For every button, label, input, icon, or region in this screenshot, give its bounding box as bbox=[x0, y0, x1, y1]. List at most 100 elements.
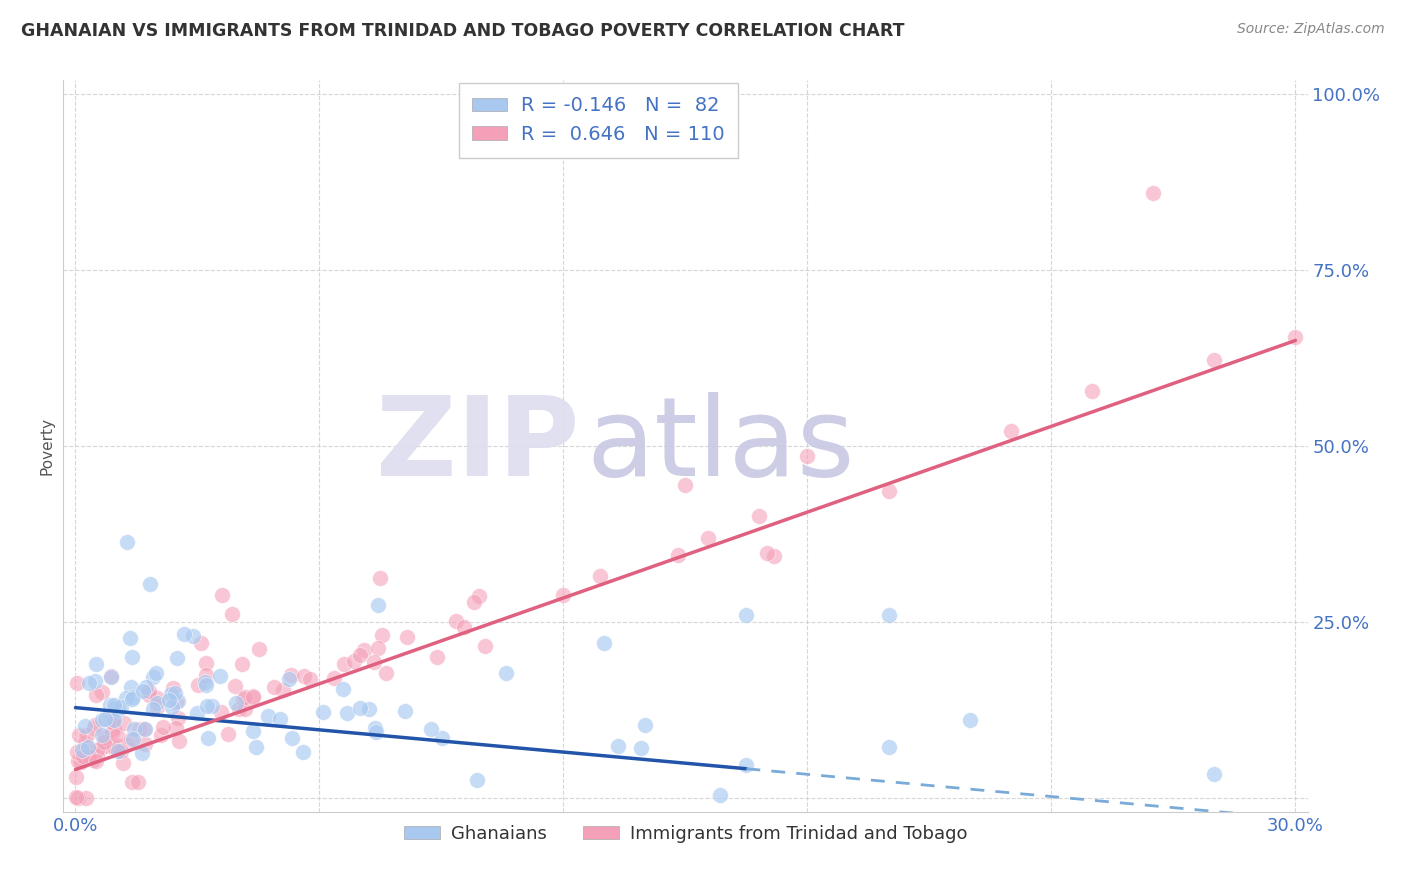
Point bbox=[115, 691, 138, 706]
Point bbox=[194, 668, 217, 682]
Y-axis label: Poverty: Poverty bbox=[39, 417, 55, 475]
Point bbox=[146, 700, 169, 714]
Point bbox=[197, 731, 219, 745]
Point bbox=[190, 635, 212, 649]
Point bbox=[112, 715, 135, 730]
Point bbox=[93, 731, 115, 745]
Legend: R = -0.146   N =  82, R =  0.646   N = 110: R = -0.146 N = 82, R = 0.646 N = 110 bbox=[458, 83, 738, 158]
Point bbox=[66, 790, 89, 805]
Point bbox=[110, 700, 132, 714]
Point bbox=[91, 684, 114, 698]
Point bbox=[66, 675, 89, 690]
Point bbox=[419, 722, 441, 736]
Point bbox=[107, 703, 129, 717]
Point bbox=[495, 666, 517, 681]
Point bbox=[194, 678, 217, 692]
Point bbox=[77, 740, 100, 755]
Point bbox=[553, 588, 575, 602]
Point bbox=[139, 577, 162, 591]
Point bbox=[208, 669, 231, 683]
Point bbox=[242, 724, 264, 739]
Point bbox=[118, 631, 141, 645]
Point bbox=[225, 696, 247, 710]
Point bbox=[98, 698, 121, 713]
Point bbox=[142, 702, 165, 716]
Point bbox=[468, 589, 491, 603]
Point bbox=[150, 728, 173, 742]
Point bbox=[228, 702, 250, 716]
Point bbox=[336, 706, 359, 721]
Point bbox=[697, 531, 720, 545]
Point bbox=[363, 655, 385, 669]
Point bbox=[131, 746, 153, 760]
Point bbox=[269, 712, 291, 726]
Point bbox=[121, 692, 143, 706]
Point bbox=[877, 740, 900, 755]
Point bbox=[363, 721, 385, 735]
Point bbox=[292, 669, 315, 683]
Point bbox=[298, 672, 321, 686]
Point bbox=[277, 672, 299, 686]
Point bbox=[84, 673, 107, 688]
Point bbox=[121, 649, 143, 664]
Point bbox=[138, 684, 160, 698]
Point bbox=[1000, 425, 1022, 439]
Point bbox=[107, 744, 129, 758]
Point bbox=[209, 705, 232, 719]
Point bbox=[221, 607, 243, 621]
Point bbox=[607, 739, 630, 753]
Point bbox=[332, 682, 354, 697]
Point bbox=[630, 741, 652, 756]
Point bbox=[162, 681, 184, 695]
Point bbox=[273, 682, 295, 697]
Point bbox=[107, 739, 129, 754]
Point bbox=[368, 571, 391, 585]
Point bbox=[169, 734, 191, 748]
Point bbox=[263, 680, 285, 694]
Point bbox=[224, 679, 246, 693]
Point bbox=[70, 742, 93, 756]
Point bbox=[142, 670, 165, 684]
Point bbox=[426, 650, 449, 665]
Point bbox=[292, 746, 315, 760]
Point bbox=[122, 731, 145, 746]
Point bbox=[115, 739, 138, 753]
Point bbox=[101, 714, 124, 729]
Point bbox=[709, 789, 731, 803]
Point bbox=[349, 701, 371, 715]
Point bbox=[121, 690, 143, 705]
Point bbox=[444, 615, 467, 629]
Point bbox=[748, 509, 770, 524]
Point bbox=[231, 657, 253, 672]
Point bbox=[375, 666, 398, 681]
Point bbox=[675, 477, 697, 491]
Point bbox=[105, 728, 128, 742]
Point bbox=[115, 535, 138, 549]
Text: Source: ZipAtlas.com: Source: ZipAtlas.com bbox=[1237, 22, 1385, 37]
Point bbox=[84, 657, 107, 671]
Point bbox=[103, 721, 125, 735]
Point bbox=[138, 688, 160, 702]
Point bbox=[101, 711, 124, 725]
Point bbox=[349, 648, 371, 662]
Point bbox=[70, 755, 93, 769]
Point bbox=[103, 698, 125, 713]
Point bbox=[112, 756, 135, 770]
Point bbox=[84, 688, 107, 702]
Point bbox=[100, 669, 122, 683]
Point bbox=[280, 667, 302, 681]
Point bbox=[245, 740, 267, 755]
Point bbox=[370, 628, 392, 642]
Point bbox=[146, 691, 169, 706]
Point bbox=[90, 740, 112, 755]
Point bbox=[186, 706, 208, 721]
Point bbox=[755, 546, 778, 560]
Point bbox=[173, 627, 195, 641]
Point bbox=[877, 607, 900, 622]
Point bbox=[152, 720, 174, 734]
Point bbox=[312, 706, 335, 720]
Point bbox=[463, 595, 485, 609]
Point bbox=[165, 696, 187, 710]
Point bbox=[65, 770, 87, 784]
Point bbox=[281, 731, 304, 745]
